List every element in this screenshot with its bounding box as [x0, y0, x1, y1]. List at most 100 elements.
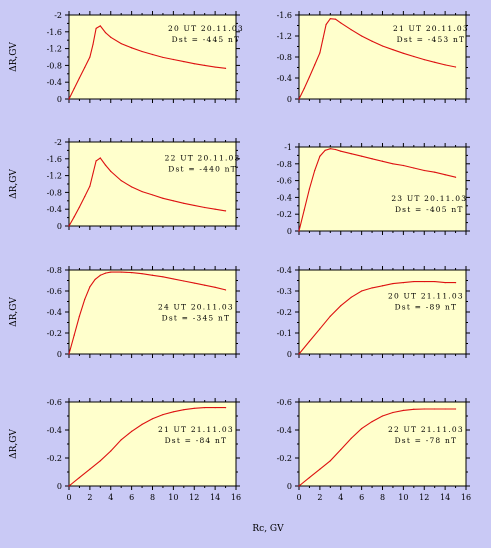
y-tick-label: -2 — [54, 138, 62, 147]
data-point — [454, 408, 457, 410]
series-line — [298, 281, 456, 355]
data-point — [89, 56, 91, 58]
y-tick-label: -1.2 — [277, 32, 292, 41]
panel-annotation: 24 UT 20.11.03 — [158, 302, 234, 311]
y-axis-label: ΔR,GV — [9, 42, 19, 72]
y-axis-label: ΔR,GV — [9, 429, 19, 459]
data-point — [110, 271, 112, 273]
data-point — [329, 315, 331, 317]
panel-annotation: Dst = -89 nT — [395, 303, 458, 312]
y-tick-label: -0.1 — [277, 329, 292, 338]
data-point — [183, 409, 185, 411]
x-tick-label: 10 — [168, 493, 178, 502]
data-point — [224, 210, 227, 212]
data-point — [193, 407, 195, 409]
y-tick-label: 0 — [57, 95, 62, 104]
data-point — [120, 42, 122, 45]
y-tick-label: -0.4 — [47, 426, 62, 435]
x-axis-label: Rc, GV — [252, 524, 284, 534]
data-point — [120, 271, 122, 273]
data-point — [434, 280, 436, 283]
data-point — [78, 206, 81, 208]
data-point — [84, 196, 86, 198]
data-point — [314, 169, 316, 172]
data-point — [371, 287, 373, 289]
data-point — [402, 409, 404, 411]
y-tick-label: -0.6 — [47, 287, 62, 296]
panel-annotation: Dst = -440 nT — [168, 164, 237, 173]
data-point — [120, 180, 122, 182]
data-point — [73, 216, 75, 218]
data-point — [402, 52, 404, 54]
plot-area — [68, 401, 237, 487]
data-point — [99, 460, 101, 462]
y-tick-label: -1.6 — [47, 155, 62, 164]
data-point — [110, 36, 112, 38]
y-axis-label: ΔR,GV — [9, 169, 19, 199]
data-point — [94, 278, 96, 281]
panel-annotation: 21 UT 20.11.03 — [393, 24, 469, 33]
data-point — [183, 280, 185, 282]
y-tick-label: -0.2 — [47, 329, 62, 338]
data-point — [423, 408, 425, 410]
data-point — [308, 477, 311, 479]
chart-panel-8: 0 -0.2 -0.4 -0.6 0 2 4 6 8 10 12 14 16 22 UT 21.11.03… — [277, 398, 471, 502]
data-point — [99, 274, 101, 276]
x-tick-label: 4 — [338, 493, 343, 502]
data-point — [92, 172, 94, 175]
x-tick-label: 8 — [380, 493, 385, 502]
plot-area — [68, 14, 237, 100]
data-point — [444, 408, 446, 410]
data-point — [141, 423, 143, 425]
data-point — [402, 164, 404, 167]
x-tick-label: 2 — [317, 493, 322, 502]
data-point — [89, 185, 91, 187]
data-point — [402, 282, 404, 284]
panel-annotation: 22 UT 21.11.03 — [388, 425, 464, 434]
x-tick-label: 14 — [210, 493, 220, 502]
y-tick-label: 0 — [57, 482, 62, 491]
data-point — [454, 176, 457, 178]
data-point — [73, 87, 75, 90]
data-point — [303, 209, 305, 211]
data-point — [78, 77, 81, 79]
data-point — [371, 158, 373, 160]
y-tick-label: 0 — [57, 222, 62, 231]
data-point — [84, 66, 86, 69]
series-line — [68, 407, 226, 487]
data-point — [193, 282, 195, 284]
data-point — [104, 32, 107, 34]
y-tick-label: -0.4 — [277, 193, 292, 202]
y-tick-label: -0.2 — [277, 308, 292, 317]
plot-area — [298, 269, 467, 355]
panel-annotation: Dst = -84 nT — [165, 436, 228, 445]
data-point — [392, 283, 394, 285]
data-point — [361, 428, 363, 430]
data-point — [444, 64, 446, 66]
data-point — [193, 63, 195, 65]
y-tick-label: -1.6 — [47, 28, 62, 37]
data-point — [340, 449, 342, 451]
data-point — [78, 315, 81, 317]
data-point — [361, 35, 363, 37]
data-point — [183, 202, 185, 204]
data-point — [325, 23, 327, 26]
data-point — [204, 284, 206, 286]
y-tick-label: -0.4 — [277, 74, 292, 83]
data-point — [329, 148, 331, 150]
data-point — [99, 25, 101, 27]
y-tick-label: -0.4 — [277, 426, 292, 435]
data-point — [78, 477, 81, 479]
data-point — [423, 59, 425, 61]
data-point — [381, 45, 384, 47]
data-point — [413, 408, 415, 410]
data-point — [151, 274, 154, 276]
data-point — [423, 280, 425, 283]
data-point — [392, 163, 394, 165]
y-tick-label: -0.4 — [277, 266, 292, 275]
x-tick-label: 12 — [189, 493, 199, 502]
data-point — [298, 230, 300, 232]
x-tick-label: 0 — [296, 493, 301, 502]
